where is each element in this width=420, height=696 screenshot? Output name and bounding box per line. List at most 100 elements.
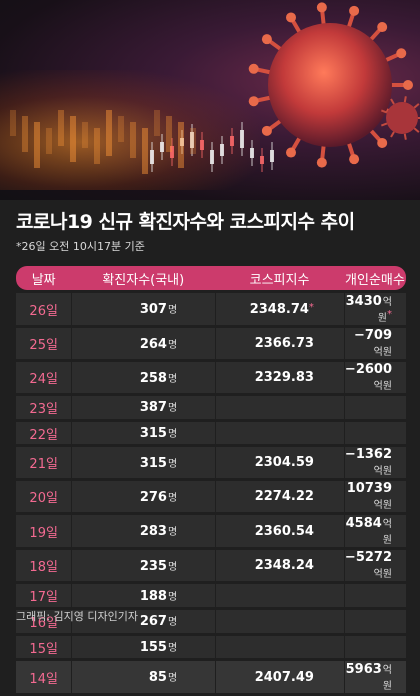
kospi-cell	[215, 584, 344, 608]
cases-cell-unit: 명	[167, 527, 178, 539]
cases-cell: 155명	[71, 635, 216, 659]
individual-cell: 4584억원	[343, 515, 406, 548]
cases-cell: 307명	[71, 293, 216, 325]
individual-cell	[343, 584, 406, 608]
kospi-cell-value: 2304.59	[254, 455, 314, 471]
cases-cell-value: 276	[139, 489, 167, 505]
cases-cell-value: 235	[139, 558, 167, 574]
virus-spike-tip	[248, 63, 259, 74]
individual-cell-value: −1362	[344, 447, 392, 463]
cases-cell-unit: 명	[167, 591, 178, 603]
individual-cell	[343, 635, 406, 659]
individual-cell-unit: 억원	[373, 569, 392, 581]
small-virus-spike	[390, 98, 395, 105]
table-row: 24일 258명 2329.83 −2600억원	[16, 362, 406, 393]
table-row: 14일 85명 2407.49 5963억원	[16, 661, 406, 694]
bokeh-light	[106, 110, 112, 156]
bokeh-light	[94, 128, 100, 164]
col-header-cases: 확진자수(국내)	[71, 266, 216, 290]
date-cell: 17일	[16, 584, 72, 608]
bokeh-light	[166, 116, 172, 152]
cases-cell-unit: 명	[167, 403, 178, 415]
virus-spike-tip	[261, 34, 272, 45]
cases-cell-value: 315	[139, 455, 167, 471]
table-row: 19일 283명 2360.54 4584억원	[16, 515, 406, 548]
candlestick-body	[220, 144, 224, 156]
candlestick-body	[180, 138, 184, 146]
bokeh-light	[58, 110, 64, 146]
individual-cell-value: 4584	[345, 516, 382, 532]
table-row: 21일 315명 2304.59 −1362억원	[16, 447, 406, 479]
candlestick-body	[210, 150, 214, 164]
date-cell: 24일	[16, 362, 72, 393]
kospi-cell-value: 2274.22	[254, 489, 314, 505]
cases-cell-unit: 명	[167, 492, 178, 504]
individual-cell-value: −5272	[344, 550, 392, 566]
date-cell: 15일	[16, 635, 72, 659]
timestamp-note: *26일 오전 10시17분 기준	[16, 240, 145, 253]
table-row: 20일 276명 2274.22 10739억원	[16, 481, 406, 513]
kospi-cell	[215, 421, 344, 445]
kospi-cell	[215, 610, 344, 633]
bokeh-light	[70, 116, 76, 162]
bokeh-light	[34, 122, 40, 168]
individual-cell: −709 억원	[343, 328, 406, 359]
individual-cell: −2600 억원	[343, 362, 406, 393]
date-cell: 14일	[16, 661, 72, 694]
data-table: 날짜 확진자수(국내) 코스피지수 개인순매수 26일 307명 2348.74* 3…	[16, 263, 406, 696]
individual-cell-value: −709	[353, 328, 392, 343]
cases-cell: 85명	[71, 661, 216, 694]
kospi-cell	[215, 635, 344, 659]
individual-cell: 3430억원*	[343, 293, 406, 325]
cases-cell: 276명	[71, 481, 216, 513]
candlestick-body	[170, 146, 174, 158]
individual-cell-unit: 억원	[377, 297, 392, 324]
col-header-kospi: 코스피지수	[215, 266, 344, 290]
virus-spike-tip	[349, 154, 360, 165]
cases-cell-unit: 명	[167, 458, 178, 470]
candlestick-body	[190, 132, 194, 148]
individual-cell: 10739 억원	[343, 481, 406, 513]
kospi-cell-value: 2407.49	[254, 669, 314, 685]
candlestick-body	[200, 140, 204, 150]
date-cell: 26일	[16, 293, 72, 325]
individual-cell: −1362 억원	[343, 447, 406, 479]
small-virus-spike	[390, 131, 395, 138]
cases-cell-value: 283	[139, 524, 167, 540]
cases-cell-value: 85	[148, 670, 167, 686]
virus-spike-tip	[316, 157, 327, 168]
virus-spike-tip	[316, 2, 327, 13]
date-cell: 23일	[16, 396, 72, 419]
cases-cell-value: 307	[139, 302, 167, 317]
cases-cell: 235명	[71, 550, 216, 582]
small-virus-spike	[413, 127, 420, 133]
bokeh-light	[118, 116, 124, 142]
individual-cell: 5963억원	[343, 661, 406, 694]
kospi-cell-value: 2366.73	[254, 336, 314, 351]
bokeh-light	[190, 128, 196, 154]
kospi-cell-value: 2348.74	[249, 301, 309, 317]
cases-cell-value: 155	[139, 640, 167, 656]
small-virus-icon	[386, 102, 418, 134]
bokeh-light	[82, 122, 88, 148]
kospi-cell-value: 2360.54	[254, 523, 314, 539]
bokeh-light	[154, 110, 160, 136]
candlestick-body	[160, 142, 164, 152]
small-virus-spike	[413, 103, 420, 109]
virus-spike-tip	[403, 80, 413, 90]
small-virus-spike	[403, 96, 407, 103]
virus-candlestick-illustration	[10, 2, 420, 174]
kospi-cell-asterisk: *	[308, 301, 314, 313]
table-header: 날짜 확진자수(국내) 코스피지수 개인순매수	[16, 266, 406, 290]
candlestick-body	[260, 156, 264, 164]
cases-cell: 258명	[71, 362, 216, 393]
individual-cell-unit: 억원	[373, 466, 392, 478]
individual-cell	[343, 421, 406, 445]
individual-cell-asterisk: *	[387, 309, 392, 320]
individual-cell	[343, 396, 406, 419]
candlestick-body	[250, 148, 254, 158]
small-virus-spike	[380, 122, 388, 127]
cases-cell-unit: 명	[167, 339, 178, 351]
bokeh-light	[10, 110, 16, 136]
candlestick-body	[230, 136, 234, 146]
